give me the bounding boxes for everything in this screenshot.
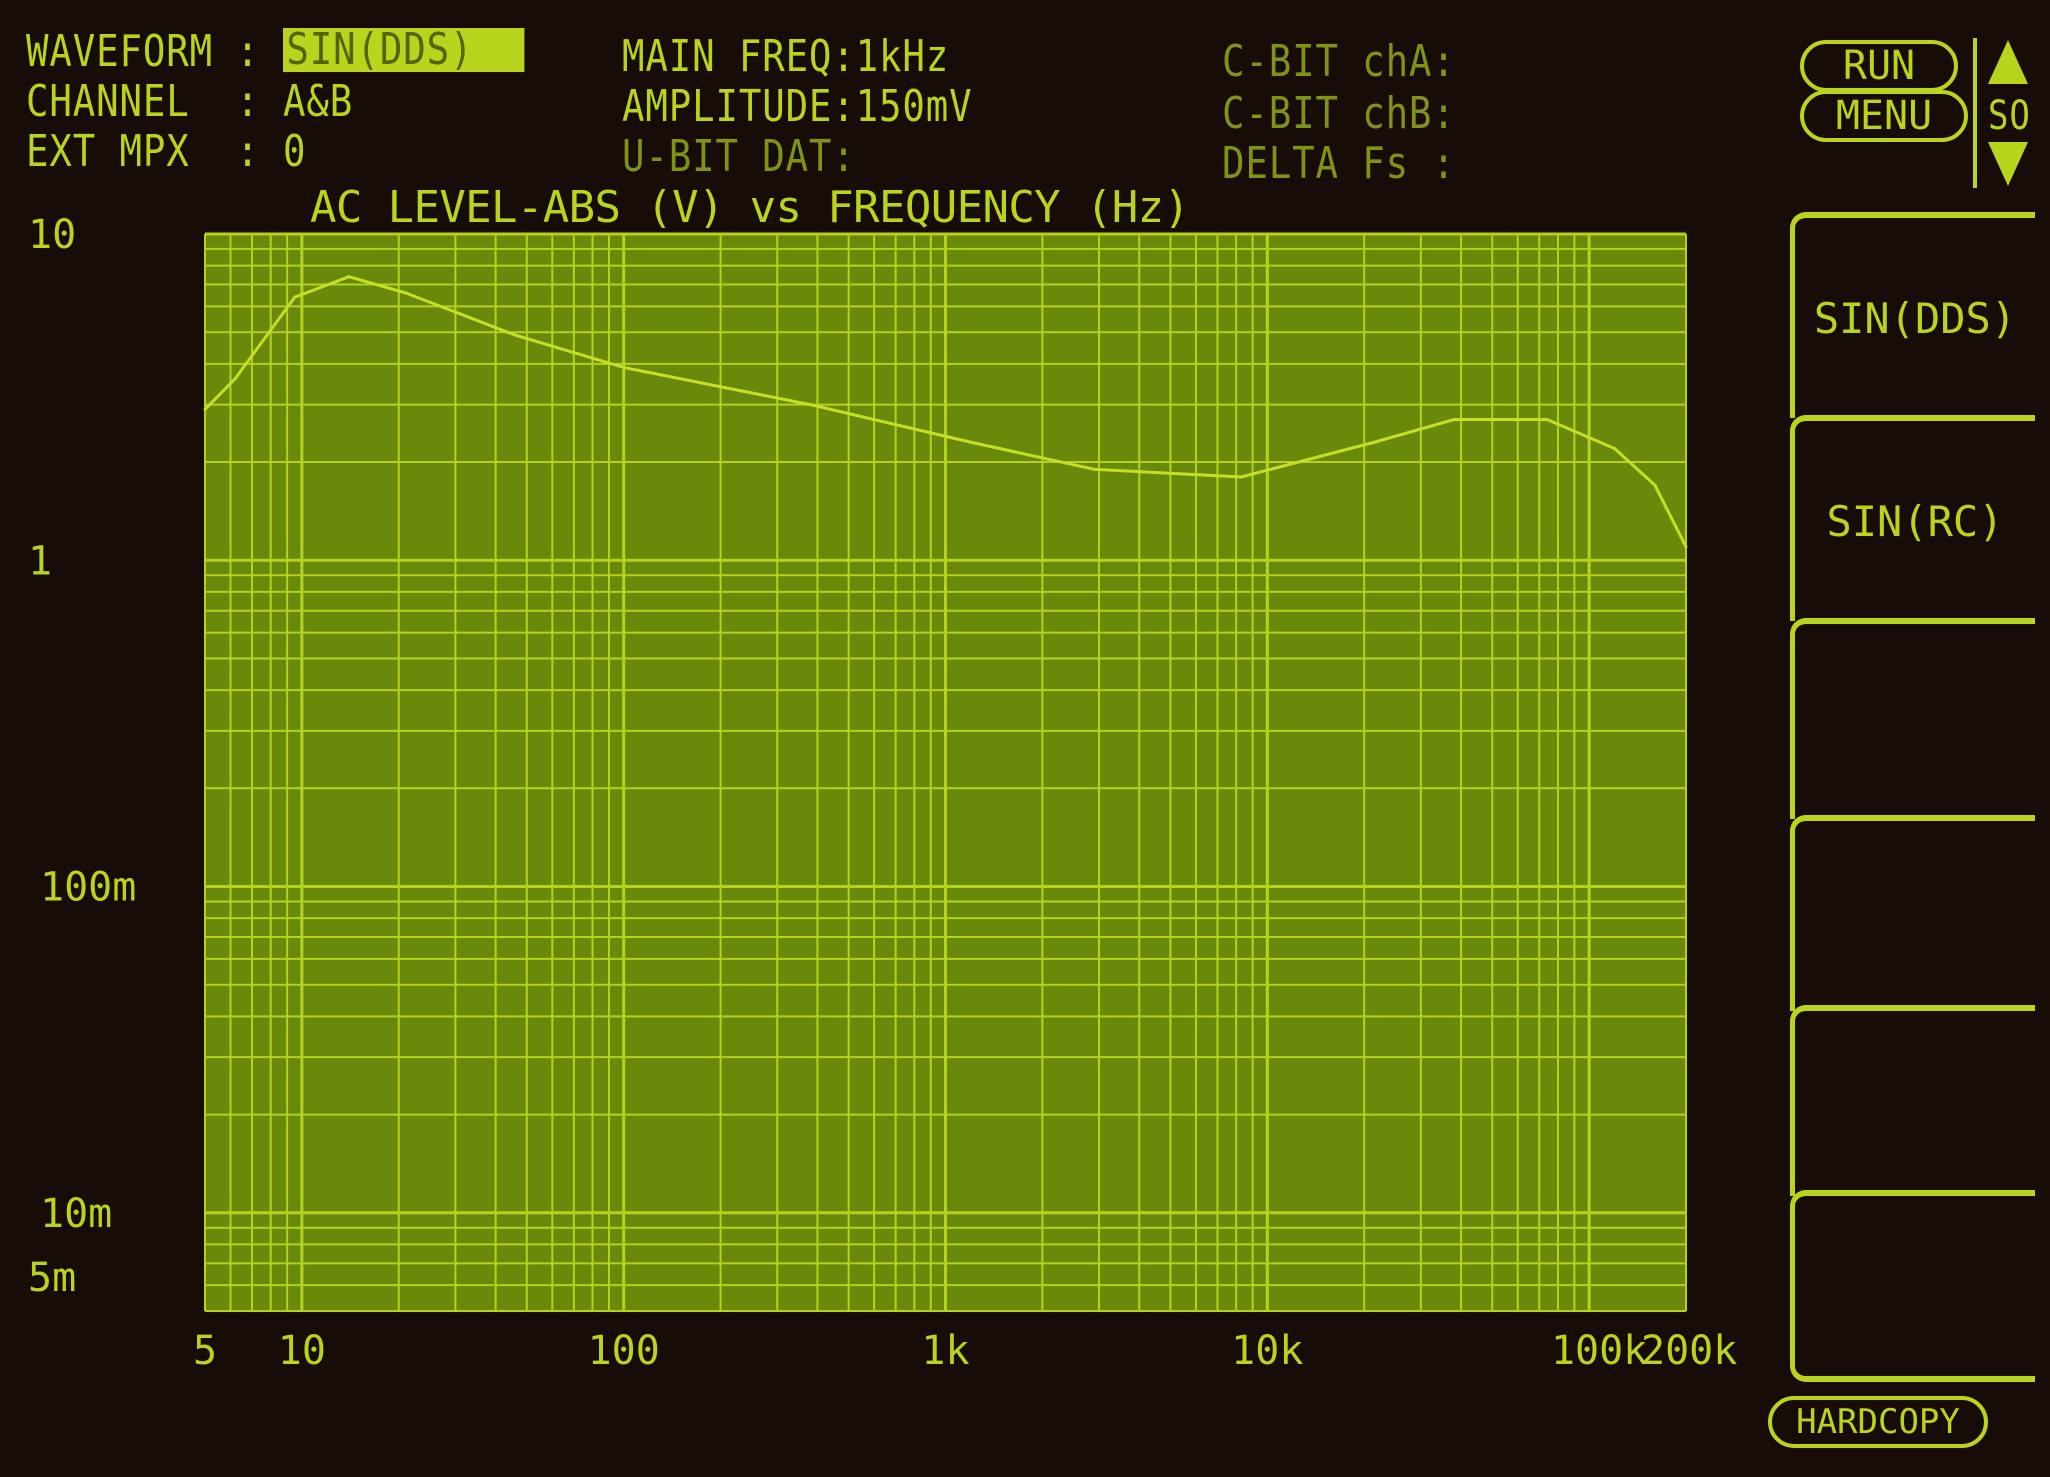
scroll-divider [1973,38,1977,188]
y-tick-label: 1 [28,538,52,584]
softkey-1[interactable]: SIN(DDS) [1790,212,2035,418]
x-tick-label: 200k [1641,1328,1737,1374]
trace-point [513,333,517,337]
softkey-5[interactable] [1790,1005,2035,1196]
hardcopy-label: HARDCOPY [1796,1402,1960,1442]
softkey-3[interactable] [1790,618,2035,819]
ubit-dat: U-BIT DAT: [622,131,856,182]
trace-point [404,291,408,295]
trace-point [1092,467,1096,471]
scroll-down-icon[interactable] [1988,142,2028,186]
trace-point [233,377,237,381]
ext-mpx-label: EXT MPX : [26,126,260,177]
channel-value[interactable]: A&B [283,76,354,127]
trace-point [1452,418,1456,422]
trace-point [1372,440,1376,444]
channel-label: CHANNEL : [26,76,260,127]
y-tick-label: 5m [28,1255,76,1301]
x-tick-label: 5 [193,1328,217,1374]
delta-fs: DELTA Fs : [1222,138,1456,189]
softkey-2[interactable]: SIN(RC) [1790,415,2035,621]
softkey-1-label: SIN(DDS) [1813,293,2017,343]
main-freq: MAIN FREQ:1kHz [622,31,950,82]
softkey-6[interactable] [1790,1190,2035,1382]
trace-point [203,407,207,411]
waveform-label: WAVEFORM : [26,26,260,77]
menu-button[interactable]: MENU [1800,90,1968,142]
y-tick-label: 10m [40,1191,112,1237]
scroll-up-icon[interactable] [1988,40,2028,84]
ext-mpx-value[interactable]: 0 [283,126,307,177]
x-tick-label: 10k [1231,1328,1303,1374]
trace-point [1684,545,1688,549]
menu-label: MENU [1835,93,1933,139]
trace-point [1653,483,1657,487]
softkey-4[interactable] [1790,815,2035,1011]
cbit-cha: C-BIT chA: [1222,36,1456,87]
x-tick-label: 100k [1551,1328,1647,1374]
y-tick-label: 100m [40,865,136,911]
trace-point [1545,418,1549,422]
scroll-label: SO [1988,93,2031,139]
x-tick-label: 10 [278,1328,326,1374]
x-tick-label: 100 [588,1328,660,1374]
waveform-value[interactable]: SIN(DDS) [283,28,525,72]
softkey-2-label: SIN(RC) [1826,496,2004,546]
run-label: RUN [1842,43,1916,89]
hardcopy-button[interactable]: HARDCOPY [1768,1396,1988,1448]
trace-point [622,365,626,369]
chart-title: AC LEVEL-ABS (V) vs FREQUENCY (Hz) [310,182,1190,233]
cbit-chb: C-BIT chB: [1222,88,1456,139]
trace-point [1613,447,1617,451]
trace-point [1239,475,1243,479]
trace-point [808,403,812,407]
trace-point [969,440,973,444]
amplitude: AMPLITUDE:150mV [622,81,973,132]
trace-point [293,295,297,299]
x-tick-label: 1k [921,1328,969,1374]
y-tick-label: 10 [28,212,76,258]
trace-point [347,275,351,279]
